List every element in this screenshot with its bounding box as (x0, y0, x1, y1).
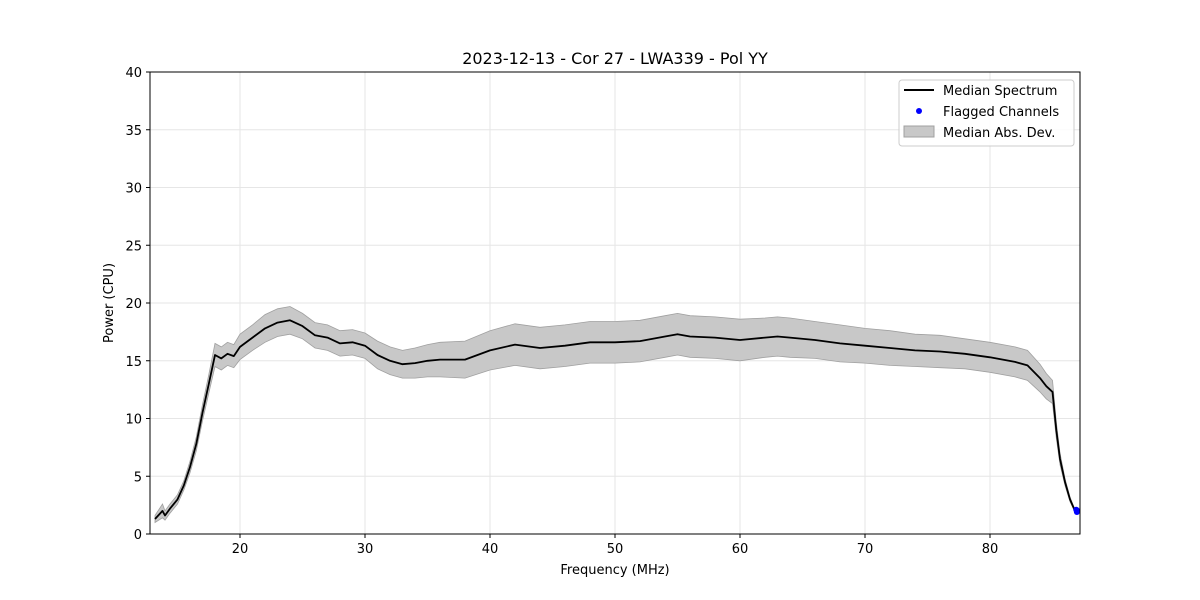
x-axis-label: Frequency (MHz) (560, 563, 669, 578)
y-axis-ticks: 0 5 10 15 20 25 30 35 40 (125, 66, 150, 543)
y-tick-label: 30 (125, 182, 142, 197)
y-tick-label: 40 (125, 66, 142, 81)
chart-title: 2023-12-13 - Cor 27 - LWA339 - Pol YY (462, 49, 768, 68)
median-spectrum-path (154, 319, 1076, 520)
x-tick-label: 50 (607, 542, 624, 557)
legend-flagged-label: Flagged Channels (943, 105, 1059, 120)
flagged-channels (1073, 506, 1081, 516)
x-tick-label: 30 (357, 542, 374, 557)
x-tick-label: 80 (982, 542, 999, 557)
median-spectrum-line (154, 319, 1076, 520)
y-tick-label: 15 (125, 355, 142, 370)
legend-flagged-swatch (916, 108, 922, 114)
y-tick-label: 0 (134, 528, 142, 543)
x-tick-label: 20 (232, 542, 249, 557)
y-tick-label: 20 (125, 297, 142, 312)
legend-band-label: Median Abs. Dev. (943, 126, 1055, 141)
legend: Median Spectrum Flagged Channels Median … (898, 79, 1075, 147)
y-tick-label: 25 (125, 239, 142, 254)
y-tick-label: 5 (134, 470, 142, 485)
y-axis-label: Power (CPU) (102, 263, 117, 343)
x-tick-label: 70 (857, 542, 874, 557)
legend-median-label: Median Spectrum (943, 84, 1057, 99)
legend-band-swatch (903, 125, 935, 138)
x-axis-ticks: 20 30 40 50 60 70 80 (232, 534, 999, 557)
flagged-channel-point (1074, 507, 1081, 514)
x-tick-label: 60 (732, 542, 749, 557)
legend-box (898, 79, 1075, 147)
y-tick-label: 35 (125, 124, 142, 139)
x-tick-label: 40 (482, 542, 499, 557)
y-tick-label: 10 (125, 413, 142, 428)
